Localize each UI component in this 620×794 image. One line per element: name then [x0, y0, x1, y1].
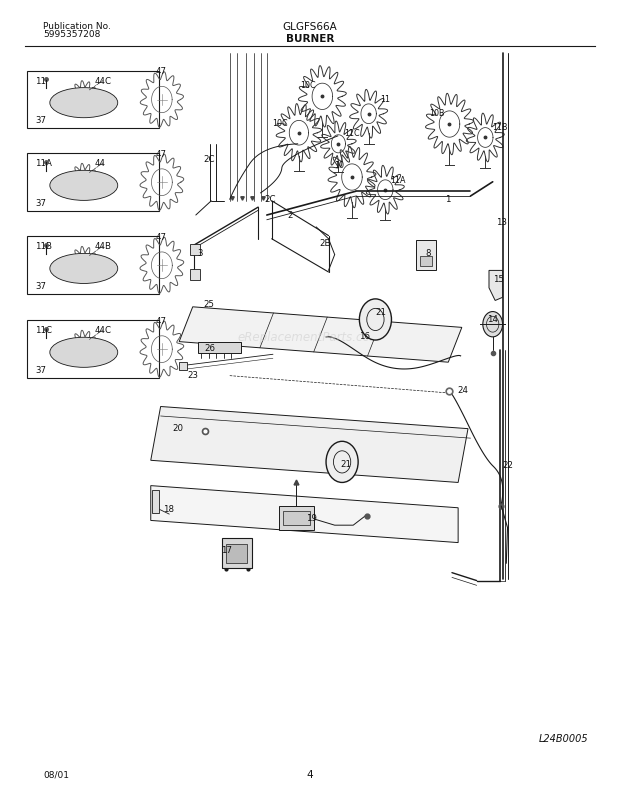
- Text: 10B: 10B: [430, 110, 445, 118]
- Bar: [198, 342, 241, 353]
- Bar: [27, 237, 159, 294]
- Text: 1: 1: [446, 195, 451, 205]
- Text: 10C: 10C: [300, 81, 316, 90]
- Text: 2C: 2C: [203, 155, 215, 164]
- Text: 44C: 44C: [94, 77, 111, 86]
- Text: 22: 22: [502, 461, 513, 470]
- Text: 11B: 11B: [35, 242, 52, 251]
- Text: 37: 37: [35, 365, 46, 375]
- Text: 24: 24: [458, 386, 469, 395]
- Text: 15: 15: [494, 276, 505, 284]
- Bar: [152, 491, 159, 512]
- Text: 23: 23: [187, 371, 198, 380]
- Text: 11C: 11C: [344, 129, 360, 138]
- Text: Publication No.: Publication No.: [43, 22, 111, 31]
- Text: 26: 26: [205, 345, 216, 353]
- Bar: [223, 538, 252, 568]
- Text: 11: 11: [380, 95, 391, 104]
- Text: 4: 4: [307, 770, 313, 781]
- Text: 25: 25: [203, 300, 215, 309]
- Text: 18: 18: [162, 505, 174, 514]
- Text: 11B: 11B: [492, 124, 508, 133]
- Text: 11A: 11A: [391, 176, 406, 186]
- Text: 2: 2: [288, 211, 293, 220]
- Text: 2C: 2C: [264, 195, 276, 205]
- Text: 37: 37: [35, 116, 46, 125]
- Bar: [27, 320, 159, 378]
- Text: 8: 8: [426, 249, 432, 258]
- Text: 11C: 11C: [35, 326, 52, 335]
- Bar: [226, 544, 247, 563]
- Text: 11A: 11A: [35, 159, 52, 168]
- Text: 47: 47: [156, 67, 166, 76]
- Circle shape: [326, 441, 358, 483]
- Text: 37: 37: [35, 198, 46, 208]
- Text: 20: 20: [172, 424, 184, 434]
- Ellipse shape: [483, 311, 503, 337]
- Text: 5995357208: 5995357208: [43, 30, 100, 39]
- Text: 16: 16: [359, 333, 370, 341]
- Polygon shape: [151, 407, 468, 483]
- Bar: [416, 241, 436, 271]
- Text: 21: 21: [375, 308, 386, 317]
- Ellipse shape: [50, 87, 118, 118]
- Ellipse shape: [50, 253, 118, 283]
- Text: eReplacementParts.com: eReplacementParts.com: [238, 331, 382, 344]
- Text: BURNER: BURNER: [286, 34, 334, 44]
- Text: 47: 47: [156, 150, 166, 159]
- Polygon shape: [151, 486, 458, 542]
- Text: 17: 17: [221, 546, 231, 555]
- Text: 19: 19: [306, 514, 317, 522]
- Bar: [179, 362, 187, 370]
- Bar: [190, 269, 200, 280]
- Text: 37: 37: [35, 282, 46, 291]
- Text: 2B: 2B: [319, 239, 330, 248]
- Text: 10C: 10C: [273, 119, 288, 128]
- Text: GLGFS66A: GLGFS66A: [283, 22, 337, 33]
- Text: 3: 3: [197, 249, 203, 258]
- Text: 47: 47: [156, 317, 166, 326]
- Text: 13: 13: [496, 218, 507, 227]
- Bar: [27, 153, 159, 211]
- Text: 44C: 44C: [94, 326, 111, 335]
- Text: 11: 11: [35, 77, 46, 86]
- Ellipse shape: [50, 337, 118, 368]
- Ellipse shape: [50, 171, 118, 200]
- Polygon shape: [179, 306, 462, 362]
- Bar: [283, 511, 310, 525]
- Polygon shape: [489, 271, 503, 300]
- Bar: [420, 256, 432, 266]
- Circle shape: [360, 299, 391, 340]
- Text: L24B0005: L24B0005: [538, 734, 588, 744]
- Text: 14: 14: [487, 315, 498, 324]
- Text: 21: 21: [340, 460, 352, 468]
- Bar: [279, 507, 314, 530]
- Text: 44: 44: [94, 159, 105, 168]
- Text: 47: 47: [156, 233, 166, 242]
- Text: 10: 10: [335, 161, 345, 171]
- Bar: [27, 71, 159, 128]
- Bar: [190, 244, 200, 255]
- Text: 44B: 44B: [94, 242, 111, 251]
- Text: 08/01: 08/01: [43, 771, 69, 780]
